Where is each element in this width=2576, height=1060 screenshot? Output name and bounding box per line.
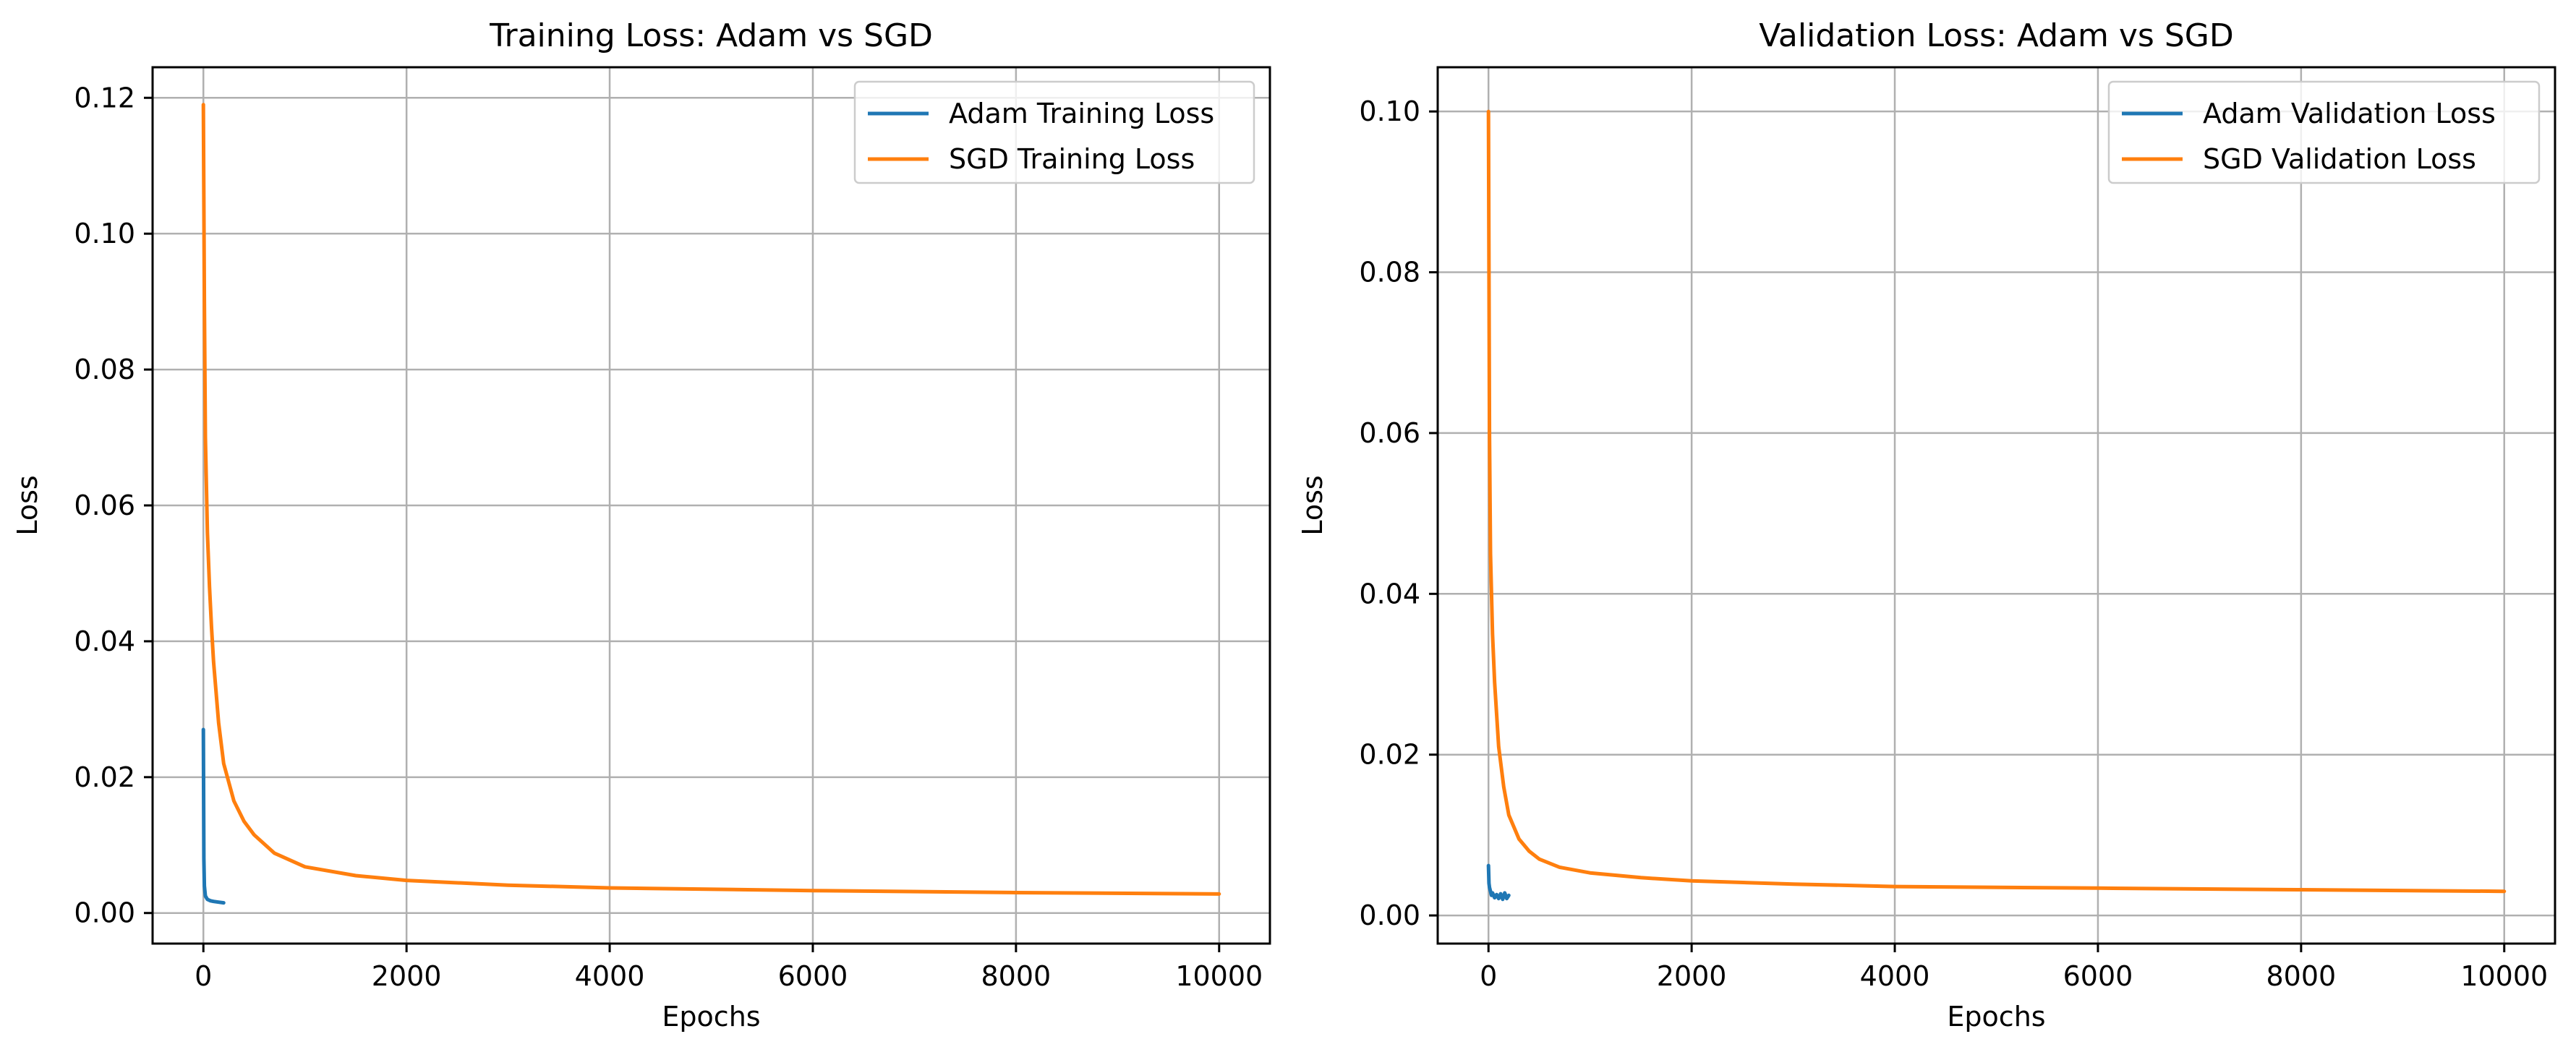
y-tick-label: 0.02 <box>1359 739 1420 771</box>
x-tick-label: 10000 <box>1175 960 1263 992</box>
x-tick-label: 8000 <box>981 960 1052 992</box>
y-tick-label: 0.08 <box>74 354 135 385</box>
x-tick-label: 10000 <box>2460 960 2548 992</box>
y-axis-label: Loss <box>1297 475 1328 535</box>
y-tick-label: 0.00 <box>74 897 135 929</box>
series-line-sgd <box>201 103 1221 896</box>
chart-title: Validation Loss: Adam vs SGD <box>1759 17 2234 54</box>
x-tick-label: 8000 <box>2266 960 2337 992</box>
plot-frame <box>1436 66 2556 945</box>
series-line-sgd <box>1486 109 2507 894</box>
x-axis-label: Epochs <box>1947 1001 2045 1033</box>
x-axis-label: Epochs <box>662 1001 760 1033</box>
legend: Adam Training Loss SGD Training Loss <box>853 80 1255 184</box>
x-tick-label: 4000 <box>575 960 645 992</box>
x-tick-label: 2000 <box>1657 960 1727 992</box>
y-tick-label: 0.04 <box>74 625 135 657</box>
legend-label: Adam Validation Loss <box>2203 98 2496 129</box>
x-tick-label: 2000 <box>372 960 442 992</box>
y-tick-label: 0.08 <box>1359 257 1420 288</box>
legend-label: SGD Training Loss <box>949 143 1195 175</box>
y-tick-label: 0.02 <box>74 761 135 793</box>
chart-training-loss: 0 2000 4000 6000 8000 10000 0.00 0.02 0.04 0.06 0.… <box>12 17 1271 1033</box>
legend: Adam Validation Loss SGD Validation Loss <box>2107 80 2541 184</box>
y-tick-label: 0.12 <box>74 82 135 114</box>
x-tick-label: 6000 <box>778 960 848 992</box>
grid <box>153 67 1270 944</box>
chart-title: Training Loss: Adam vs SGD <box>489 17 933 54</box>
y-tick-label: 0.04 <box>1359 578 1420 610</box>
x-tick-label: 4000 <box>1860 960 1930 992</box>
series-line-adam <box>201 727 226 905</box>
series-line-adam <box>1486 863 1511 902</box>
y-axis-label: Loss <box>12 475 43 535</box>
x-tick-label: 0 <box>195 960 212 992</box>
legend-box <box>2107 80 2541 184</box>
y-tick-label: 0.00 <box>1359 899 1420 931</box>
grid <box>1438 67 2555 944</box>
legend-label: Adam Training Loss <box>949 98 1214 129</box>
chart-validation-loss: 0 2000 4000 6000 8000 10000 0.00 0.02 0.04 0.06 0.… <box>1297 17 2556 1033</box>
y-tick-label: 0.06 <box>74 490 135 521</box>
x-tick-label: 0 <box>1480 960 1497 992</box>
legend-label: SGD Validation Loss <box>2203 143 2476 175</box>
x-tick-label: 6000 <box>2063 960 2133 992</box>
y-tick-label: 0.10 <box>1359 95 1420 127</box>
y-tick-label: 0.06 <box>1359 417 1420 449</box>
y-tick-label: 0.10 <box>74 218 135 249</box>
legend-box <box>853 80 1255 184</box>
